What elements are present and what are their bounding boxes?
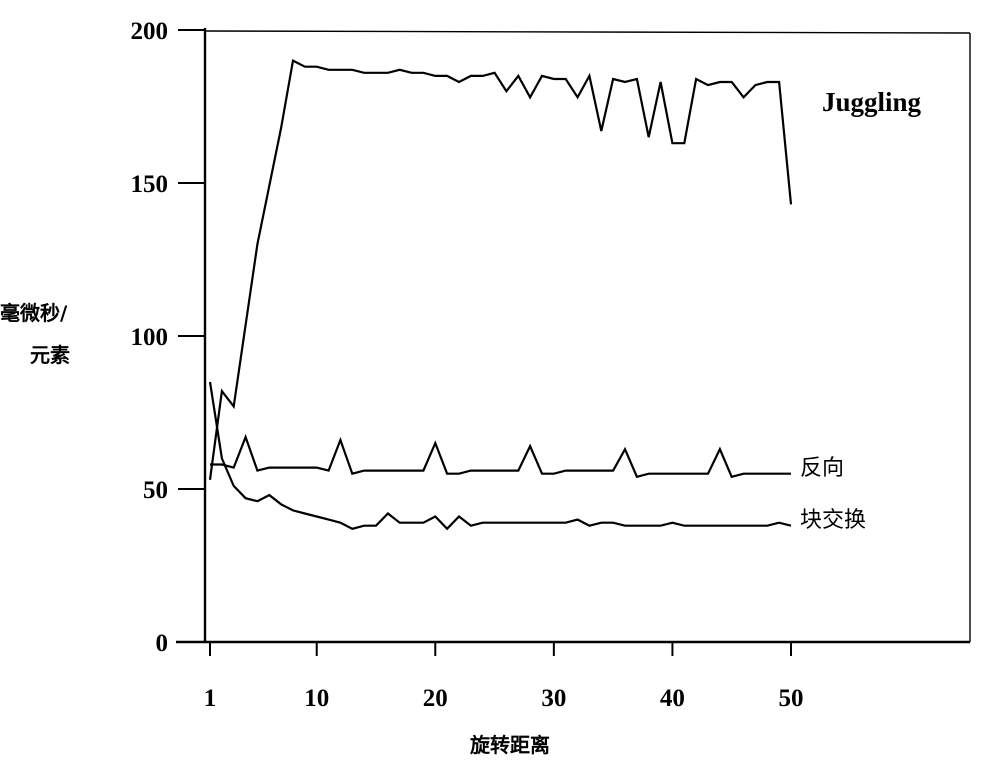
- y-tick-label: 150: [131, 171, 169, 198]
- block-swap-series-line: [208, 381, 792, 531]
- x-axis-title: 旋转距离: [469, 733, 550, 757]
- reverse-series-label: 反向: [800, 456, 844, 481]
- chart-frame: [176, 28, 971, 644]
- juggling-series-label: Juggling: [822, 87, 922, 117]
- y-tick-label: 0: [156, 630, 169, 657]
- x-tick-label: 20: [423, 685, 448, 712]
- y-axis-title-line-1: 毫微秒/: [0, 301, 68, 325]
- x-tick-label: 30: [541, 685, 566, 712]
- reverse-series-line: [210, 433, 791, 479]
- y-tick-label: 50: [143, 477, 168, 504]
- juggling-series-line: [208, 58, 793, 480]
- x-tick-label: 1: [204, 685, 217, 712]
- block-swap-series-label: 块交换: [800, 508, 866, 533]
- y-tick-label: 100: [131, 324, 169, 351]
- series-layer: [208, 58, 793, 531]
- x-tick-label: 50: [779, 685, 804, 712]
- y-axis-title-line-2: 元素: [30, 343, 70, 367]
- x-tick-label: 10: [304, 685, 329, 712]
- top-frame-line: [204, 30, 971, 34]
- y-tick-label: 200: [131, 18, 169, 45]
- x-tick-label: 40: [660, 685, 685, 712]
